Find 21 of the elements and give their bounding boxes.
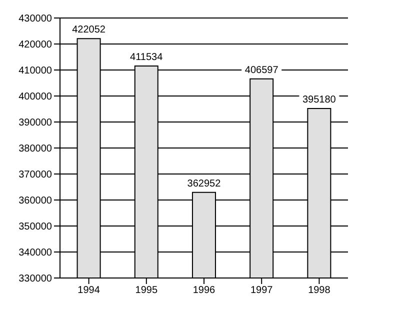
x-tick-label: 1995: [135, 285, 158, 296]
y-tick-label: 350000: [18, 222, 52, 233]
y-tick-label: 390000: [18, 118, 52, 129]
y-tick-label: 340000: [18, 248, 52, 259]
y-tick-label: 360000: [18, 196, 52, 207]
x-tick-label: 1996: [192, 285, 216, 296]
x-tick-label: 1997: [250, 285, 274, 296]
data-label: 422052: [72, 24, 106, 36]
y-tick-label: 370000: [18, 170, 52, 181]
y-tick-label: 330000: [18, 274, 52, 285]
y-tick-label: 410000: [18, 66, 52, 77]
data-label: 406597: [244, 64, 279, 76]
x-tick-label: 1994: [78, 285, 100, 296]
y-tick-label: 420000: [18, 40, 52, 51]
y-tick-label: 400000: [18, 92, 52, 103]
y-tick-label: 380000: [18, 144, 52, 155]
data-label: 395180: [302, 94, 336, 106]
y-tick-label: 430000: [18, 14, 52, 25]
data-label: 411534: [130, 52, 164, 64]
data-label: 362952: [187, 178, 222, 190]
x-tick-label: 1998: [308, 285, 331, 296]
